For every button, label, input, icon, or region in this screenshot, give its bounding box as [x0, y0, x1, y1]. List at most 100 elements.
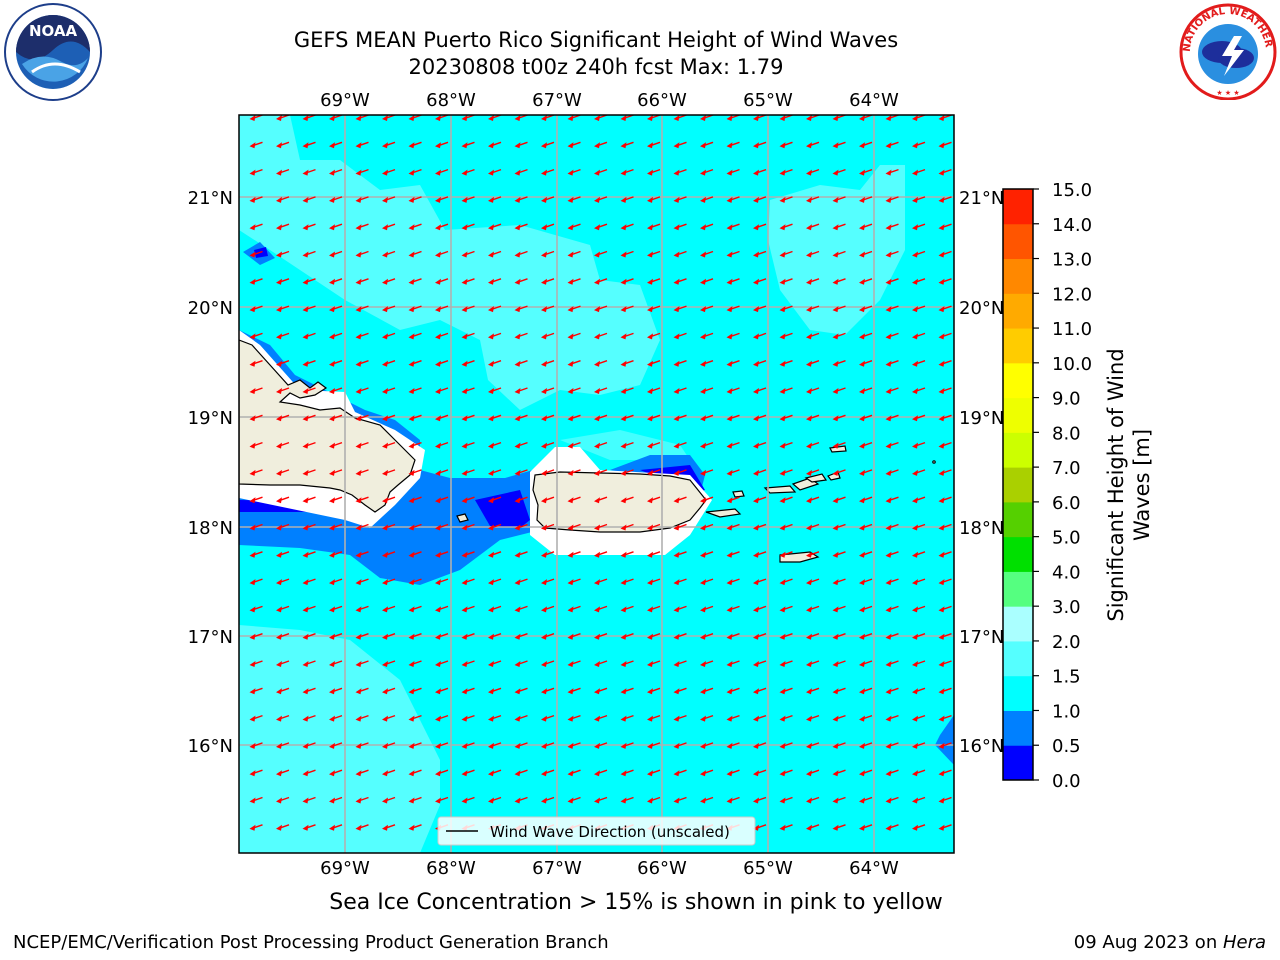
wind-arrow [488, 441, 502, 449]
wind-arrow [276, 796, 290, 804]
wind-arrow [832, 360, 846, 367]
colorbar-segment [1003, 258, 1033, 294]
wind-arrow [408, 523, 422, 531]
wind-arrow [567, 605, 581, 613]
wind-arrow [885, 824, 899, 831]
wind-arrow [541, 578, 555, 586]
st-thomas [763, 485, 797, 494]
colorbar-tick-label: 7.0 [1052, 458, 1081, 479]
wind-arrow [912, 168, 926, 176]
wind-arrow [753, 332, 767, 340]
wind-arrow [647, 769, 661, 777]
wind-arrow [594, 196, 608, 203]
wind-arrow [276, 223, 290, 231]
wind-arrow [355, 687, 369, 695]
wind-arrow [276, 305, 290, 313]
wind-arrow [461, 660, 475, 667]
wind-arrow [832, 141, 846, 149]
wind-arrow [329, 414, 343, 422]
wind-arrow [859, 578, 873, 586]
wind-arrow [408, 742, 422, 749]
wind-arrow [488, 523, 502, 531]
wind-arrow [567, 714, 581, 722]
nws-logo: NATIONAL WEATHER SERVICE ★ ★ ★ [1178, 2, 1277, 100]
wind-arrow [859, 332, 873, 340]
wind-arrow [567, 196, 581, 203]
wind-arrow [726, 414, 740, 422]
colorbar-tick-label: 10.0 [1052, 354, 1092, 375]
wind-arrow [567, 796, 581, 804]
wind-arrow [806, 250, 820, 258]
wind-arrow [620, 223, 634, 231]
wind-arrow [435, 441, 449, 449]
wind-arrow [832, 824, 846, 831]
wind-arrow [594, 796, 608, 804]
wind-arrow [541, 250, 555, 258]
wind-arrow [408, 605, 422, 613]
colorbar-segment [1003, 397, 1033, 433]
wind-arrow [488, 660, 502, 667]
wind-arrow [938, 714, 952, 722]
lat-tick-label: 18°N [188, 518, 233, 539]
wind-arrow [779, 605, 793, 613]
wind-arrow [673, 441, 687, 449]
wind-arrow [859, 168, 873, 176]
wind-arrow [938, 196, 952, 203]
wind-arrow [329, 523, 343, 531]
wind-arrow [541, 714, 555, 722]
wind-arrow [753, 141, 767, 149]
wind-arrow [673, 250, 687, 258]
wind-arrow [276, 250, 290, 258]
wind-arrow [276, 605, 290, 613]
wind-arrow [938, 168, 952, 176]
wind-arrow [329, 578, 343, 586]
wind-arrow [673, 578, 687, 586]
wind-arrow [461, 633, 475, 640]
wind-arrow [514, 687, 528, 695]
wind-arrow [753, 223, 767, 231]
wind-arrow [541, 660, 555, 667]
lat-tick-label: 18°N [959, 518, 1004, 539]
wind-arrow [620, 441, 634, 449]
wind-arrow [753, 687, 767, 695]
wind-arrow [885, 633, 899, 640]
wind-arrow [567, 687, 581, 695]
wind-arrow [938, 687, 952, 695]
wind-arrow [885, 578, 899, 586]
wind-arrow [435, 687, 449, 695]
wind-arrow [488, 742, 502, 749]
wind-arrow [832, 578, 846, 586]
wind-arrow [726, 441, 740, 449]
wind-arrow [302, 141, 316, 149]
wind-arrow [700, 469, 714, 476]
wind-arrow [859, 551, 873, 558]
wind-arrow [329, 469, 343, 476]
wind-arrow [620, 332, 634, 340]
wind-arrow [355, 414, 369, 422]
wind-arrow [329, 305, 343, 313]
colorbar-segment [1003, 536, 1033, 572]
wind-arrow [408, 551, 422, 558]
wind-arrow [594, 141, 608, 149]
map-frame [238, 114, 955, 854]
wind-arrow [832, 168, 846, 176]
wind-arrow [435, 605, 449, 613]
wind-arrow [673, 332, 687, 340]
wind-arrow [329, 742, 343, 749]
wind-arrow [726, 332, 740, 340]
wind-arrow [514, 578, 528, 586]
wind-arrow [382, 387, 396, 394]
lon-tick-label: 68°W [426, 858, 476, 879]
wind-arrow [541, 360, 555, 367]
colorbar-segment [1003, 293, 1033, 329]
wind-arrow [753, 769, 767, 777]
wind-arrow [885, 441, 899, 449]
wind-arrow [249, 605, 263, 613]
wind-arrow [435, 714, 449, 722]
wind-arrow [461, 441, 475, 449]
wind-arrow [885, 687, 899, 695]
wind-arrow [700, 278, 714, 285]
wind-arrow [912, 469, 926, 476]
wind-arrow [859, 223, 873, 231]
wind-arrow [408, 441, 422, 449]
